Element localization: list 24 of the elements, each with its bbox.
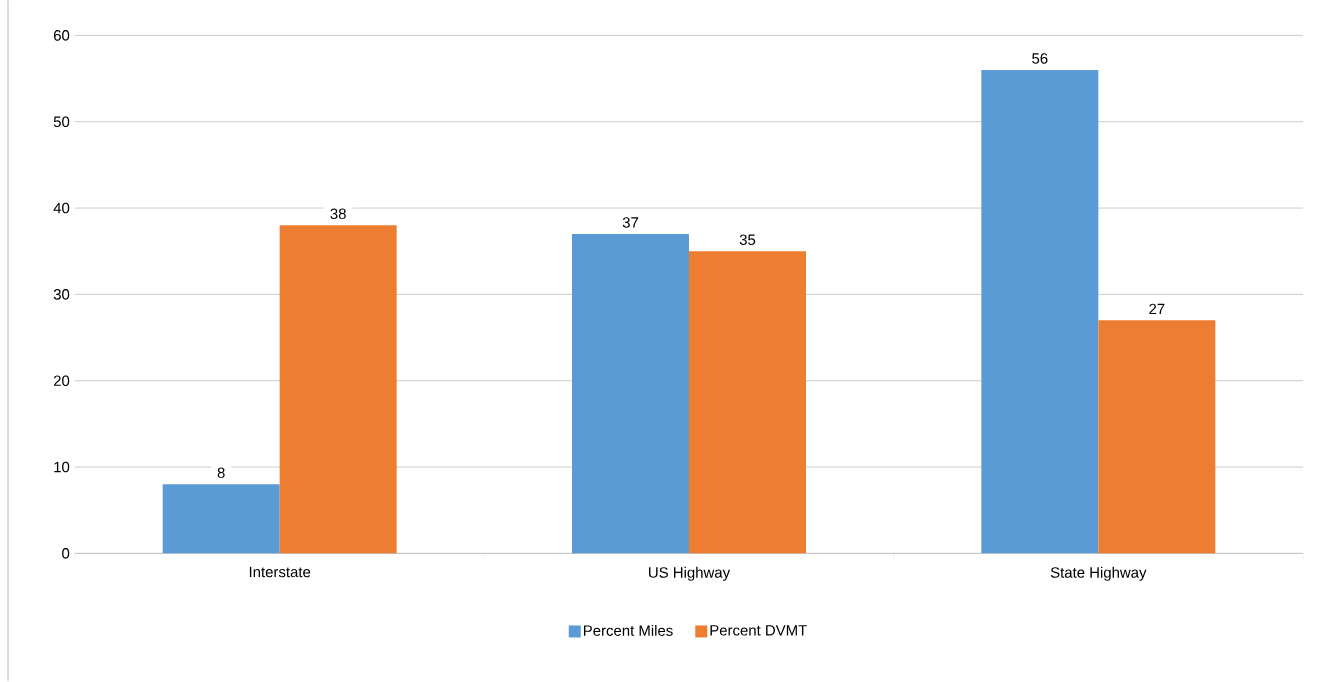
bar: [981, 70, 1099, 554]
bar: [162, 484, 280, 554]
y-tick-label: 10: [54, 461, 70, 473]
data-label: 35: [739, 234, 756, 246]
bar: [689, 251, 807, 554]
bar: [572, 234, 689, 554]
y-tick-label: 40: [53, 202, 70, 214]
bar: [1098, 320, 1216, 554]
data-label: 37: [622, 217, 639, 228]
x-tick-label: State Highway: [1050, 566, 1147, 581]
bar: [279, 225, 397, 554]
data-label: 56: [1032, 53, 1048, 64]
data-label: 38: [330, 208, 346, 220]
x-tick-label: Interstate: [249, 566, 311, 578]
y-tick-label: 60: [53, 30, 70, 41]
data-label: 27: [1149, 303, 1165, 315]
legend-label: Percent DVMT: [710, 625, 807, 636]
y-tick-label: 30: [53, 289, 70, 300]
data-label: 8: [217, 467, 225, 479]
legend-label: Percent Miles: [583, 625, 673, 636]
y-tick-label: 20: [53, 375, 70, 387]
y-tick-label: 0: [62, 548, 70, 559]
y-tick-label: 50: [53, 116, 70, 128]
x-tick-label: US Highway: [649, 566, 731, 581]
